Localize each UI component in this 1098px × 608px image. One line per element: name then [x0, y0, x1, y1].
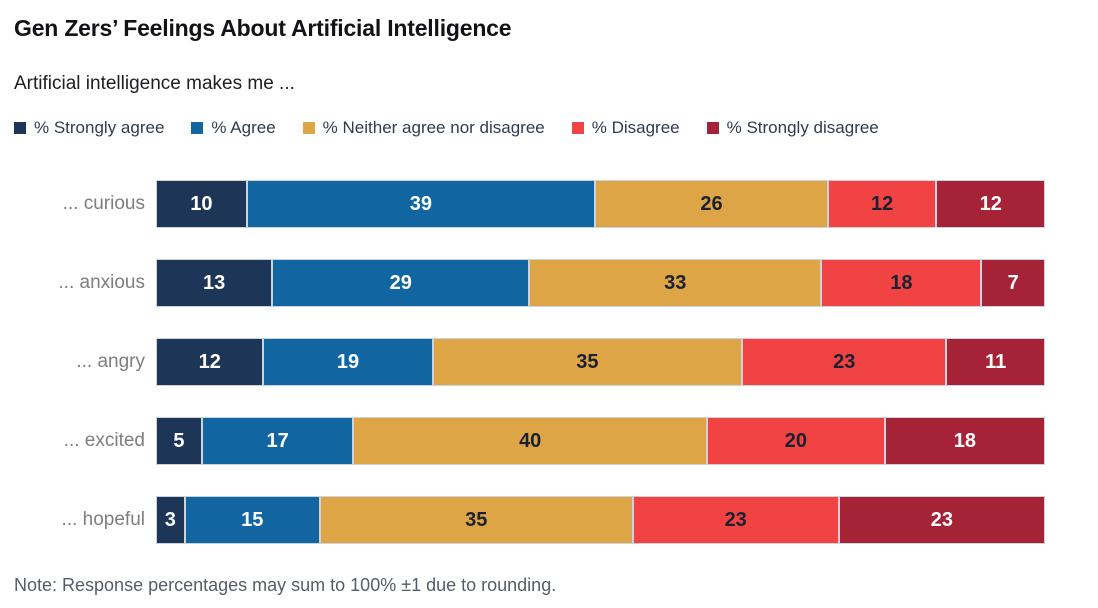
chart-row-curious: ... curious 10 39 26 12 12 — [14, 180, 1045, 228]
chart: ... curious 10 39 26 12 12... anxious 13 29 33 18… — [14, 180, 1046, 544]
bar-segment-agree: 15 — [184, 496, 320, 544]
bar-segment-agree: 17 — [201, 417, 354, 465]
bar-segment-agree: 19 — [263, 338, 433, 386]
stacked-bar: 3 15 35 23 23 — [156, 496, 1046, 544]
legend-item-agree: % Agree — [191, 117, 276, 138]
bar-segment-strongly-agree: 12 — [156, 338, 264, 386]
bar-segment-strongly-disagree: 11 — [946, 338, 1046, 386]
stacked-bar: 5 17 40 20 18 — [156, 417, 1045, 465]
chart-subtitle: Artificial intelligence makes me ... — [14, 73, 295, 94]
legend-item-strongly-agree: % Strongly agree — [14, 118, 164, 138]
legend-label: % Strongly disagree — [726, 117, 879, 137]
bar-segment-agree: 29 — [272, 259, 530, 307]
chart-title: Gen Zers’ Feelings About Artificial Inte… — [14, 15, 512, 41]
chart-note: Note: Response percentages may sum to 10… — [14, 575, 557, 595]
chart-row-anxious: ... anxious 13 29 33 18 7 — [14, 259, 1045, 307]
bar-segment-agree: 39 — [246, 180, 596, 228]
bar-segment-strongly-agree: 5 — [156, 417, 202, 465]
legend-item-disagree: % Disagree — [571, 117, 680, 138]
row-label: ... curious — [62, 193, 145, 214]
legend-label: % Disagree — [591, 117, 680, 137]
bar-segment-strongly-agree: 10 — [156, 180, 247, 228]
bar-segment-disagree: 12 — [827, 180, 937, 228]
legend-swatch-icon — [706, 121, 719, 134]
legend-swatch-icon — [571, 121, 584, 134]
bar-segment-neither-agree-nor-disagree: 35 — [432, 338, 743, 386]
bar-segment-strongly-disagree: 18 — [884, 417, 1045, 465]
bar-segment-strongly-disagree: 7 — [981, 259, 1045, 307]
bar-segment-neither-agree-nor-disagree: 26 — [595, 180, 828, 228]
bar-segment-neither-agree-nor-disagree: 40 — [353, 417, 707, 465]
row-label: ... angry — [76, 351, 145, 372]
stacked-bar: 12 19 35 23 11 — [156, 338, 1046, 386]
legend-swatch-icon — [302, 121, 315, 134]
legend-label: % Agree — [211, 117, 276, 137]
bar-segment-disagree: 23 — [632, 496, 839, 544]
row-label: ... anxious — [58, 272, 145, 293]
legend-swatch-icon — [191, 121, 204, 134]
chart-row-hopeful: ... hopeful 3 15 35 23 23 — [14, 496, 1046, 544]
bar-segment-disagree: 18 — [821, 259, 982, 307]
stacked-bar: 13 29 33 18 7 — [156, 259, 1045, 307]
bar-segment-strongly-agree: 13 — [156, 259, 273, 307]
row-label: ... hopeful — [61, 509, 145, 530]
row-label: ... excited — [63, 430, 145, 451]
legend-label: % Strongly agree — [34, 117, 165, 137]
bar-segment-neither-agree-nor-disagree: 35 — [319, 496, 633, 544]
chart-row-excited: ... excited 5 17 40 20 18 — [14, 417, 1045, 465]
chart-row-angry: ... angry 12 19 35 23 11 — [14, 338, 1046, 386]
bar-segment-strongly-disagree: 23 — [838, 496, 1046, 544]
stacked-bar: 10 39 26 12 12 — [156, 180, 1045, 228]
legend-item-neither-agree-nor-disagree: % Neither agree nor disagree — [302, 117, 545, 138]
bar-segment-strongly-agree: 3 — [156, 496, 185, 544]
bar-segment-neither-agree-nor-disagree: 33 — [529, 259, 822, 307]
legend-item-strongly-disagree: % Strongly disagree — [706, 117, 879, 138]
bar-segment-strongly-disagree: 12 — [936, 180, 1045, 228]
legend: % Strongly agree % Agree % Neither agree n… — [14, 117, 1084, 138]
bar-segment-disagree: 20 — [706, 417, 885, 465]
legend-label: % Neither agree nor disagree — [322, 117, 545, 137]
legend-swatch-icon — [14, 121, 26, 134]
bar-segment-disagree: 23 — [742, 338, 947, 386]
